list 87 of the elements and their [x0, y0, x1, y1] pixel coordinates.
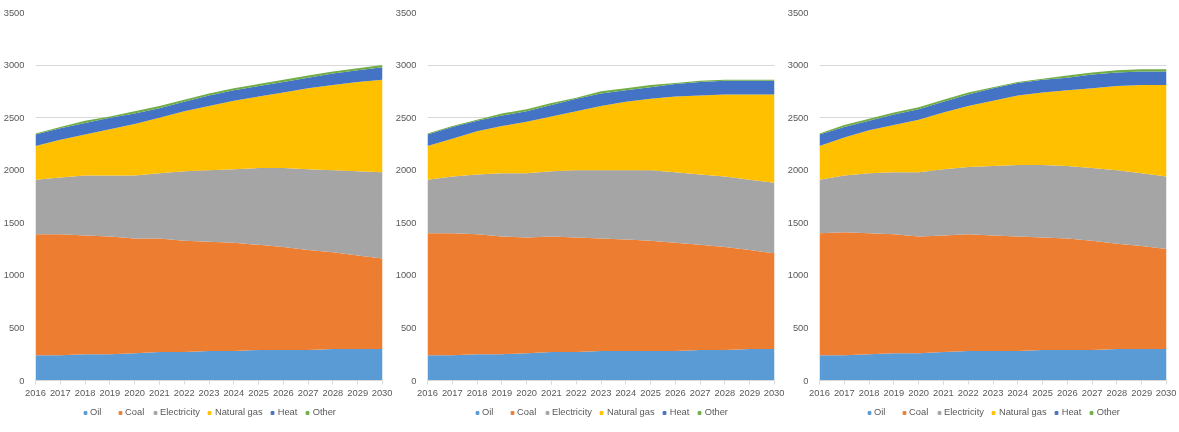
y-tick-label: 3500 [3, 7, 25, 18]
legend-label: Coal [909, 407, 930, 417]
x-tick-label: 2020 [516, 387, 538, 398]
y-tick-label: 2000 [395, 165, 417, 176]
legend-label: Oil [874, 407, 887, 417]
x-tick-label: 2016 [417, 387, 438, 398]
x-tick-label: 2028 [714, 387, 736, 398]
y-tick-label: 3000 [787, 60, 809, 71]
x-tick-label: 2018 [74, 387, 96, 398]
y-tick-label: 0 [803, 375, 809, 386]
x-tick-label: 2030 [371, 387, 393, 398]
legend-label: Natural gas [998, 407, 1047, 417]
y-tick-label: 1500 [3, 217, 25, 228]
legend-label: Coal [517, 407, 538, 417]
y-tick-label: 0 [19, 375, 25, 386]
x-tick-label: 2016 [809, 387, 830, 398]
x-tick-label: 2020 [908, 387, 930, 398]
x-tick-label: 2021 [933, 387, 954, 398]
y-tick-label: 3000 [395, 60, 417, 71]
x-tick-label: 2023 [982, 387, 1004, 398]
x-tick-label: 2026 [1056, 387, 1078, 398]
legend-label: Oil [482, 407, 495, 417]
x-tick-label: 2027 [297, 387, 319, 398]
x-tick-label: 2029 [347, 387, 369, 398]
y-tick-label: 2000 [3, 165, 25, 176]
x-tick-label: 2027 [689, 387, 711, 398]
legend-label: Natural gas [214, 407, 263, 417]
x-tick-label: 2024 [1007, 387, 1029, 398]
y-tick-label: 3500 [395, 7, 417, 18]
x-tick-label: 2025 [640, 387, 661, 398]
legend-label: Natural gas [606, 407, 655, 417]
x-tick-label: 2028 [1106, 387, 1128, 398]
legend-label: Other [312, 407, 336, 417]
x-tick-label: 2017 [833, 387, 855, 398]
x-tick-label: 2030 [1155, 387, 1177, 398]
x-tick-label: 2016 [25, 387, 46, 398]
x-tick-label: 2019 [883, 387, 905, 398]
legend-label: Other [704, 407, 728, 417]
x-tick-label: 2018 [466, 387, 488, 398]
y-tick-label: 3000 [3, 60, 25, 71]
x-tick-label: 2023 [590, 387, 612, 398]
legend-label: Oil [90, 407, 103, 417]
y-tick-label: 2500 [3, 112, 25, 123]
legend-label: Heat [1061, 407, 1082, 417]
x-tick-label: 2026 [272, 387, 294, 398]
x-tick-label: 2029 [739, 387, 761, 398]
legend-label: Electricity [552, 407, 592, 417]
x-tick-label: 2026 [664, 387, 686, 398]
x-tick-label: 2025 [248, 387, 269, 398]
x-tick-label: 2022 [565, 387, 587, 398]
y-tick-label: 1000 [3, 270, 25, 281]
y-tick-label: 1500 [787, 217, 809, 228]
legend-label: Coal [125, 407, 146, 417]
x-tick-label: 2029 [1131, 387, 1153, 398]
y-tick-label: 1500 [395, 217, 417, 228]
legend-label: Heat [277, 407, 298, 417]
y-tick-label: 2500 [395, 112, 417, 123]
y-tick-label: 500 [792, 322, 809, 333]
x-tick-label: 2024 [223, 387, 245, 398]
y-tick-label: 2000 [787, 165, 809, 176]
y-tick-label: 500 [400, 322, 417, 333]
x-tick-label: 2023 [198, 387, 220, 398]
y-tick-label: 0 [411, 375, 417, 386]
x-tick-label: 2027 [1081, 387, 1103, 398]
legend-label: Electricity [160, 407, 200, 417]
y-tick-label: 3500 [787, 7, 809, 18]
x-tick-label: 2022 [957, 387, 979, 398]
y-tick-label: 500 [8, 322, 25, 333]
legend-label: Electricity [944, 407, 984, 417]
x-tick-label: 2024 [615, 387, 637, 398]
legend-label: Other [1096, 407, 1120, 417]
x-tick-label: 2030 [763, 387, 785, 398]
x-tick-label: 2020 [124, 387, 146, 398]
legend-label: Heat [669, 407, 690, 417]
x-tick-label: 2025 [1032, 387, 1053, 398]
x-tick-label: 2028 [322, 387, 344, 398]
x-tick-label: 2019 [99, 387, 121, 398]
x-tick-label: 2018 [858, 387, 880, 398]
x-tick-label: 2017 [441, 387, 463, 398]
y-tick-label: 1000 [395, 270, 417, 281]
x-tick-label: 2021 [149, 387, 170, 398]
x-tick-label: 2021 [541, 387, 562, 398]
y-tick-label: 2500 [787, 112, 809, 123]
x-tick-label: 2022 [173, 387, 195, 398]
x-tick-label: 2017 [49, 387, 71, 398]
y-tick-label: 1000 [787, 270, 809, 281]
x-tick-label: 2019 [491, 387, 513, 398]
